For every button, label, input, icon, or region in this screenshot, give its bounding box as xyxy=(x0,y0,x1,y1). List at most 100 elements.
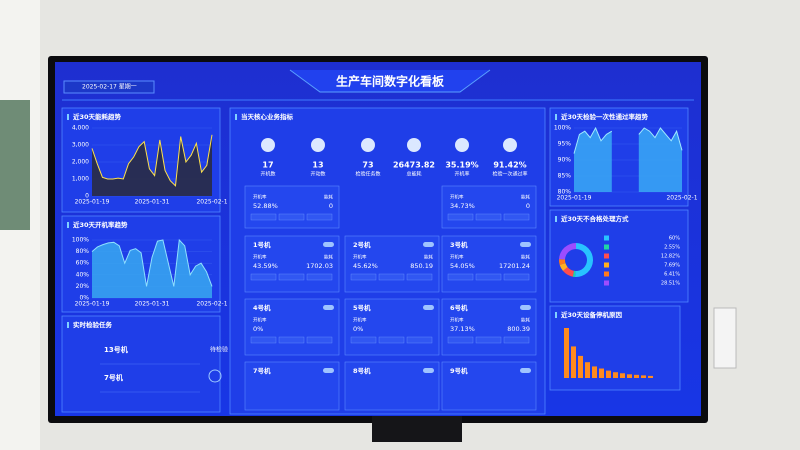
panel-title: 近30天设备停机原因 xyxy=(561,310,623,319)
bar xyxy=(585,362,590,378)
toggle[interactable] xyxy=(520,305,531,310)
y-tick-label: 80% xyxy=(558,189,572,196)
machine-name: 8号机 xyxy=(353,366,371,375)
card-button[interactable] xyxy=(503,336,530,344)
legend-swatch xyxy=(604,253,609,259)
card-button[interactable] xyxy=(447,273,474,281)
task-machine: 13号机 xyxy=(104,345,128,354)
defect-percent: 7.69% xyxy=(664,263,680,269)
page-title: 生产车间数字化看板 xyxy=(336,74,445,89)
donut-segment xyxy=(559,259,566,265)
bar xyxy=(606,370,611,378)
toggle[interactable] xyxy=(520,368,531,373)
title-banner xyxy=(289,69,491,93)
panel-marker xyxy=(555,216,557,222)
bar xyxy=(641,375,646,378)
machine-rate: 43.59% xyxy=(253,262,278,270)
machine-name: 1号机 xyxy=(253,240,271,249)
y-tick-label: 60% xyxy=(76,260,90,267)
toggle[interactable] xyxy=(423,368,434,373)
toggle[interactable] xyxy=(323,242,334,247)
machine-rate: 45.62% xyxy=(353,262,378,270)
machine-rate: 0% xyxy=(353,325,363,333)
y-tick-label: 20% xyxy=(76,283,90,290)
toggle[interactable] xyxy=(423,242,434,247)
kpi-icon xyxy=(311,138,325,152)
bar xyxy=(578,355,583,378)
bar xyxy=(634,374,639,378)
bar xyxy=(648,375,653,378)
field-label: 能耗 xyxy=(324,194,333,201)
card-button[interactable] xyxy=(278,336,305,344)
card-button[interactable] xyxy=(278,273,305,281)
bar xyxy=(613,372,618,378)
donut-segment xyxy=(572,270,576,277)
card-button[interactable] xyxy=(250,273,277,281)
area-fill xyxy=(574,128,612,192)
toggle[interactable] xyxy=(323,368,334,373)
card-button[interactable] xyxy=(406,336,433,344)
field-label: 能耗 xyxy=(521,317,530,324)
card-button[interactable] xyxy=(250,213,277,221)
toggle[interactable] xyxy=(520,242,531,247)
card-button[interactable] xyxy=(447,213,474,221)
defect-percent: 60% xyxy=(669,236,680,242)
kpi-icon xyxy=(361,138,375,152)
machine-energy: 17201.24 xyxy=(499,262,530,270)
card-button[interactable] xyxy=(406,273,433,281)
y-tick-label: 3,000 xyxy=(72,142,89,149)
trend-line xyxy=(91,134,213,187)
y-tick-label: 100% xyxy=(72,237,89,244)
defect-percent: 6.41% xyxy=(664,272,680,278)
trend-line xyxy=(573,126,613,154)
card-button[interactable] xyxy=(475,213,502,221)
field-label: 开机率 xyxy=(253,254,267,261)
kpi-icon xyxy=(503,138,517,152)
field-label: 开机率 xyxy=(353,254,367,261)
card-button[interactable] xyxy=(278,213,305,221)
task-machine: 7号机 xyxy=(104,373,123,382)
field-label: 开机率 xyxy=(450,254,464,261)
machine-rate: 0% xyxy=(253,325,263,333)
card-button[interactable] xyxy=(378,273,405,281)
y-tick-label: 40% xyxy=(76,271,90,278)
area-fill xyxy=(92,134,212,196)
machine-name: 5号机 xyxy=(353,303,371,312)
card-button[interactable] xyxy=(475,336,502,344)
card-button[interactable] xyxy=(350,336,377,344)
toggle[interactable] xyxy=(423,305,434,310)
card-button[interactable] xyxy=(475,273,502,281)
card-button[interactable] xyxy=(250,336,277,344)
card-button[interactable] xyxy=(306,273,333,281)
kpi-label: 开动数 xyxy=(310,171,325,178)
machine-energy: 0 xyxy=(329,202,333,210)
panel-title: 近30天不合格处理方式 xyxy=(561,214,629,223)
kpi-icon xyxy=(407,138,421,152)
x-tick-label: 2025-02-1 xyxy=(196,199,227,206)
kpi-value: 26473.82 xyxy=(393,161,435,170)
trend-line xyxy=(638,127,683,151)
field-label: 能耗 xyxy=(521,254,530,261)
legend-swatch xyxy=(604,235,609,241)
panel-marker xyxy=(555,114,557,120)
machine-rate: 54.05% xyxy=(450,262,475,270)
kpi-value: 35.19% xyxy=(445,161,478,170)
panel-marker xyxy=(67,222,69,228)
card-button[interactable] xyxy=(306,336,333,344)
card-button[interactable] xyxy=(378,336,405,344)
toggle[interactable] xyxy=(323,305,334,310)
machine-energy: 800.39 xyxy=(507,325,530,333)
panel-title: 实时检验任务 xyxy=(73,320,113,329)
card-button[interactable] xyxy=(350,273,377,281)
panel-title: 当天核心业务指标 xyxy=(241,112,294,121)
card-button[interactable] xyxy=(503,213,530,221)
panel-marker xyxy=(555,312,557,318)
donut-segment xyxy=(559,263,568,271)
card-button[interactable] xyxy=(503,273,530,281)
card-button[interactable] xyxy=(306,213,333,221)
card-button[interactable] xyxy=(447,336,474,344)
machine-energy: 0 xyxy=(526,202,530,210)
legend-swatch xyxy=(604,244,609,250)
y-tick-label: 1,000 xyxy=(72,176,89,183)
field-label: 开机率 xyxy=(253,317,267,324)
